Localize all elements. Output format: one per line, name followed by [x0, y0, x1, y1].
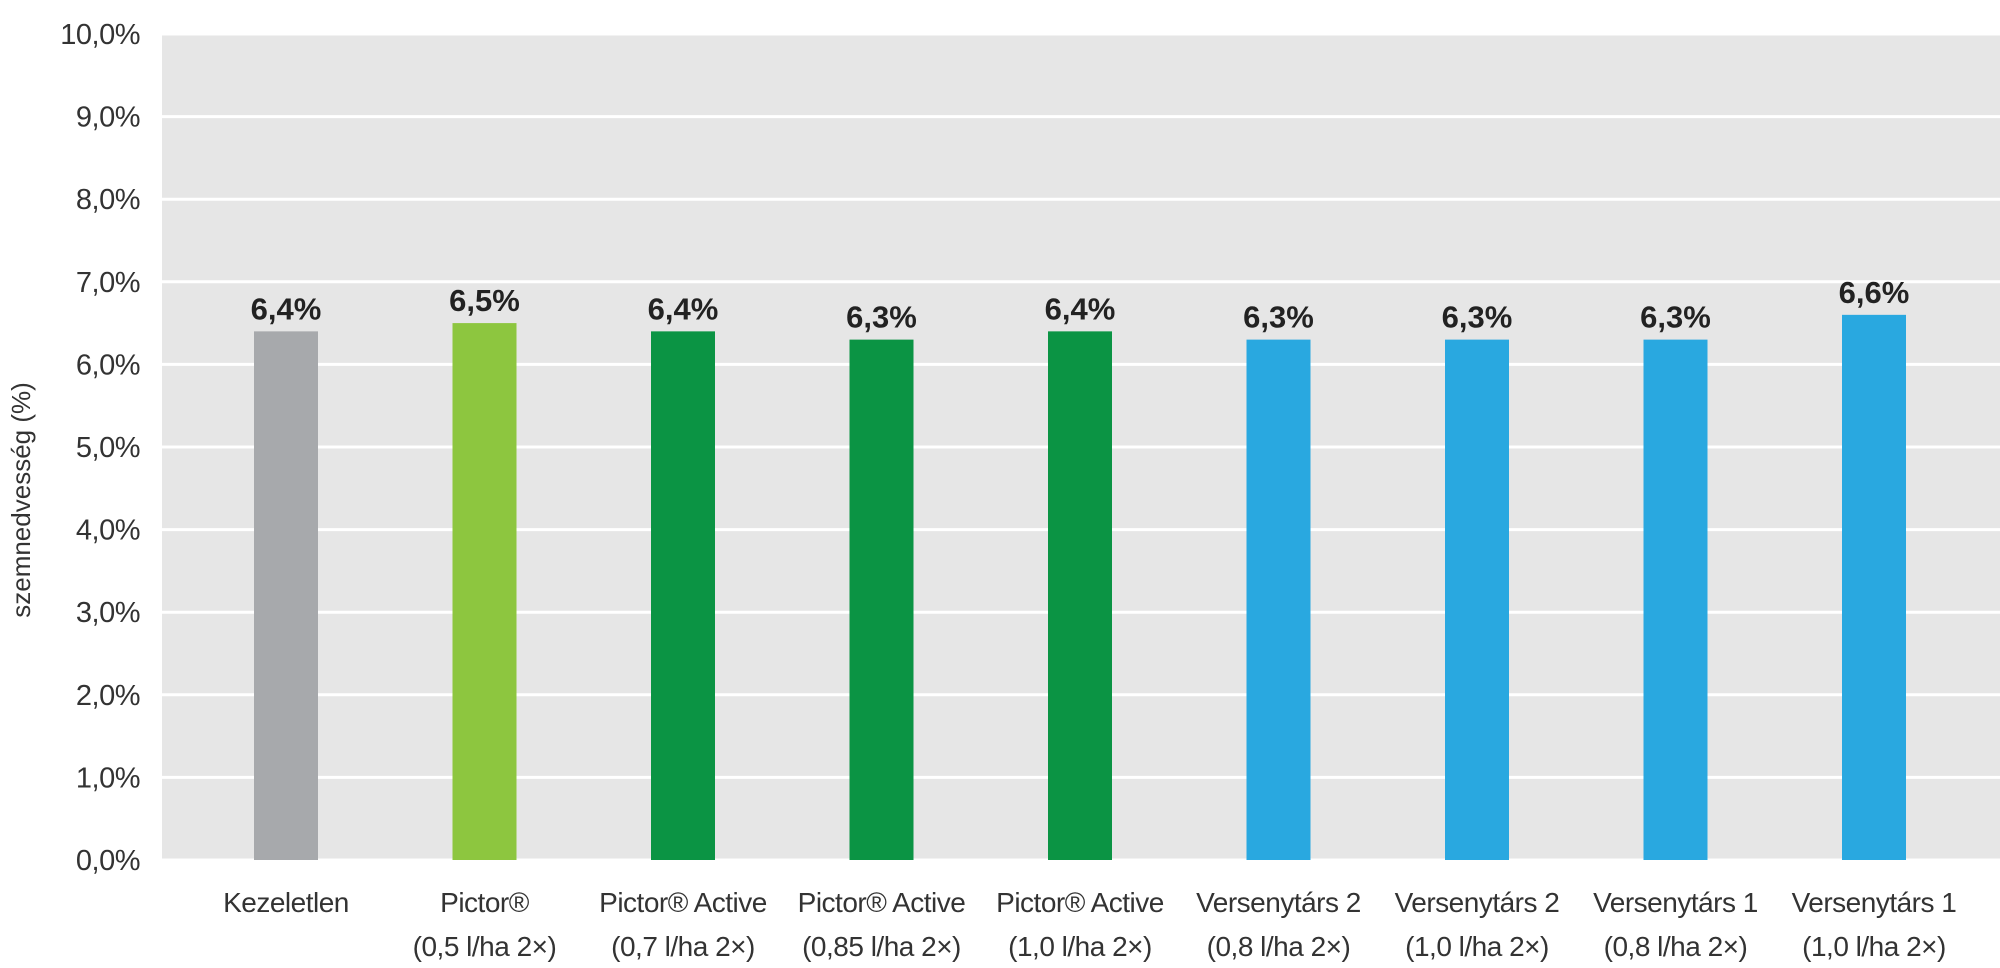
data-labels: 6,4% 6,5% 6,4% 6,3% 6,4% 6,3% 6,3% 6,3% 6,6% [251, 275, 1910, 335]
y-tick-label: 10,0% [60, 19, 140, 51]
y-tick-label: 7,0% [76, 267, 140, 299]
x-tick-label: (1,0 l/ha 2×) [1802, 931, 1946, 962]
y-tick-label: 4,0% [76, 515, 140, 547]
x-tick-label: (1,0 l/ha 2×) [1405, 931, 1549, 962]
x-tick-label: Pictor® Active [599, 887, 767, 918]
y-tick-label: 8,0% [76, 184, 140, 216]
y-tick-label: 1,0% [76, 762, 140, 794]
data-label: 6,3% [1640, 300, 1711, 335]
x-axis: Kezeletlen Pictor® (0,5 l/ha 2×) Pictor® Ac… [223, 887, 1957, 962]
x-tick-label: Versenytárs 2 [1196, 887, 1361, 918]
x-tick-label: Versenytárs 1 [1792, 887, 1957, 918]
y-tick-label: 9,0% [76, 102, 140, 134]
y-tick-label: 5,0% [76, 432, 140, 464]
bar [452, 323, 517, 861]
y-tick-label: 6,0% [76, 349, 140, 381]
x-tick-label: Pictor® Active [996, 887, 1164, 918]
bar [849, 339, 914, 860]
bar [1643, 339, 1708, 860]
data-label: 6,3% [1442, 300, 1513, 335]
y-axis: 0,0% 1,0% 2,0% 3,0% 4,0% 5,0% 6,0% 7,0% 8,0% 9,0%… [60, 19, 140, 877]
bar [651, 331, 715, 860]
bar [1048, 331, 1112, 860]
bar [1842, 314, 1906, 861]
x-tick-label: (0,8 l/ha 2×) [1207, 931, 1351, 962]
data-label: 6,4% [1045, 291, 1116, 326]
bar [1246, 339, 1311, 860]
bars [254, 314, 1906, 861]
x-tick-label: Kezeletlen [223, 887, 349, 918]
bar [254, 331, 318, 860]
y-tick-label: 2,0% [76, 680, 140, 712]
x-tick-label: (0,7 l/ha 2×) [611, 931, 755, 962]
data-label: 6,4% [251, 291, 322, 326]
data-label: 6,3% [1243, 300, 1314, 335]
x-tick-label: Versenytárs 1 [1593, 887, 1758, 918]
data-label: 6,5% [449, 283, 520, 318]
x-tick-label: Versenytárs 2 [1395, 887, 1560, 918]
x-tick-label: Pictor® [440, 887, 530, 918]
x-tick-label: (0,8 l/ha 2×) [1604, 931, 1748, 962]
data-label: 6,4% [648, 291, 719, 326]
data-label: 6,3% [846, 300, 917, 335]
x-tick-label: Pictor® Active [798, 887, 966, 918]
bar [1445, 339, 1509, 860]
y-tick-label: 0,0% [76, 845, 140, 877]
y-axis-title: szemnedvesség (%) [6, 382, 36, 618]
x-tick-label: (0,5 l/ha 2×) [413, 931, 557, 962]
y-tick-label: 3,0% [76, 597, 140, 629]
x-tick-label: (1,0 l/ha 2×) [1008, 931, 1152, 962]
x-tick-label: (0,85 l/ha 2×) [802, 931, 961, 962]
data-label: 6,6% [1839, 275, 1910, 310]
